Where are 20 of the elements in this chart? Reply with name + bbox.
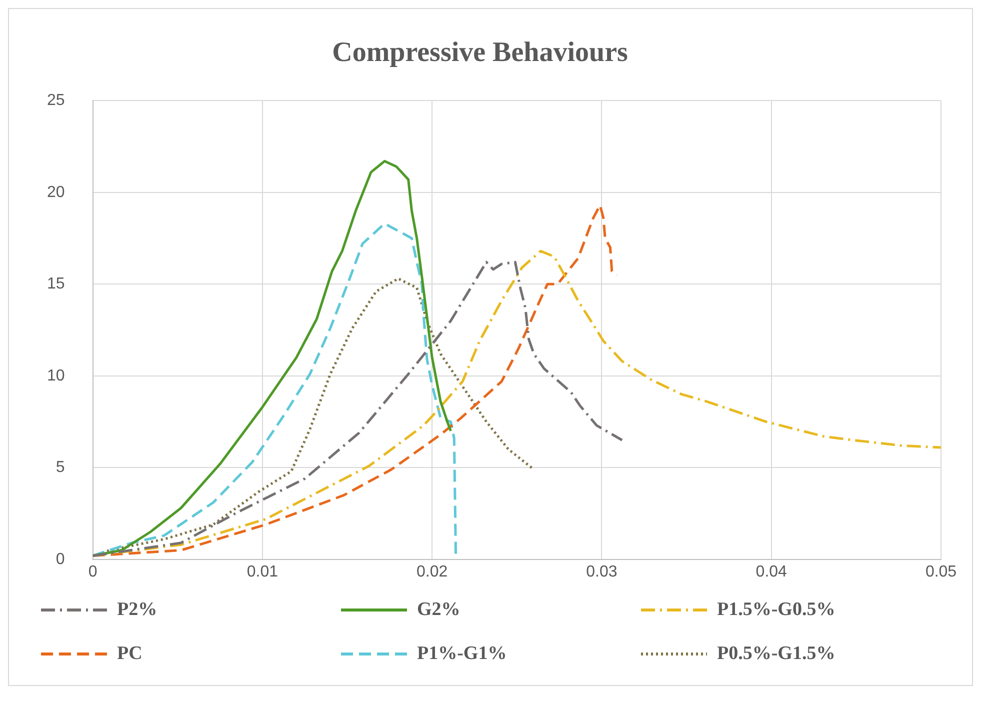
x-tick-label: 0.02: [416, 563, 448, 580]
x-tick-label: 0.03: [586, 563, 618, 580]
x-tick-label: 0.01: [246, 563, 278, 580]
line-series: [92, 260, 624, 557]
legend-label: P2%: [117, 599, 158, 621]
y-tick-label: 5: [56, 459, 65, 476]
legend-label: G2%: [417, 599, 460, 621]
y-tick-label: 15: [47, 276, 65, 293]
y-tick-label: 25: [47, 92, 65, 110]
y-tick-label: 20: [47, 184, 65, 201]
legend-label: P0.5%-G1.5%: [717, 643, 836, 665]
y-tick-label: 0: [56, 550, 65, 568]
chart-title: Compressive Behaviours: [332, 37, 628, 68]
legend-label: PC: [117, 643, 142, 665]
legend-label: P1.5%-G0.5%: [717, 599, 836, 621]
x-tick-label: 0: [88, 563, 98, 580]
x-tick-label: 0.05: [925, 563, 957, 580]
y-tick-label: 10: [47, 367, 65, 384]
legend-label: P1%-G1%: [417, 643, 507, 665]
x-tick-label: 0.04: [756, 563, 788, 580]
